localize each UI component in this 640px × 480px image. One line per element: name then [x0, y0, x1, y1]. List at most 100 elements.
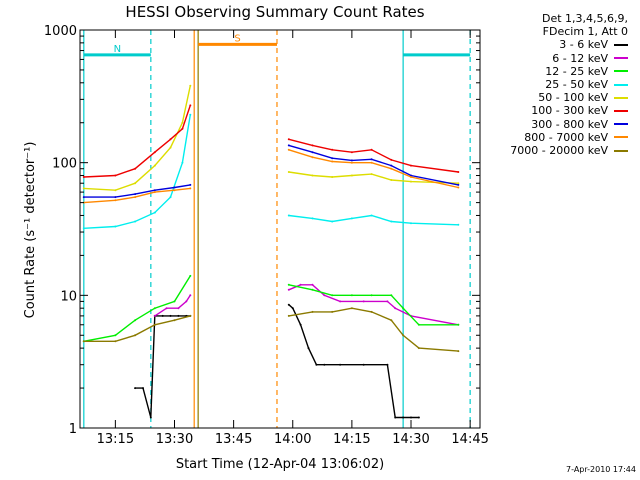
data-point-2-2: [134, 319, 137, 322]
data-point-0-9: [287, 303, 290, 306]
data-point-6-9: [350, 159, 353, 162]
legend-item-5: 100 - 300 keV: [510, 104, 628, 117]
data-point-8-2: [134, 334, 137, 337]
legend-swatch-0: [614, 44, 628, 46]
data-point-4-0: [82, 187, 85, 190]
data-point-7-1: [114, 199, 117, 202]
data-point-0-5: [169, 314, 172, 317]
data-point-8-0: [82, 340, 85, 343]
data-point-8-12: [402, 334, 405, 337]
data-point-5-10: [350, 151, 353, 154]
data-point-2-14: [457, 323, 460, 326]
annotation-label-1: S: [234, 33, 240, 44]
data-point-3-9: [331, 220, 334, 223]
data-point-1-11: [386, 300, 389, 303]
data-point-8-10: [370, 310, 373, 313]
data-point-1-7: [311, 283, 314, 286]
legend-swatch-7: [614, 136, 628, 139]
data-point-6-8: [331, 157, 334, 160]
data-point-8-4: [173, 319, 176, 322]
data-point-5-14: [457, 171, 460, 173]
data-point-7-2: [134, 196, 137, 199]
legend-label-5: 100 - 300 keV: [531, 104, 608, 118]
y-tick-label-1: 10: [60, 289, 77, 304]
legend-label-1: 6 - 12 keV: [552, 51, 608, 65]
data-point-3-13: [410, 222, 412, 225]
data-point-6-13: [457, 183, 460, 186]
data-point-4-8: [311, 174, 314, 177]
data-point-2-4: [173, 300, 176, 303]
data-point-7-7: [311, 156, 314, 159]
series-line-6: [83, 144, 459, 198]
legend-header-2: FDecim 1, Att 0: [542, 25, 628, 39]
legend-label-3: 25 - 50 keV: [545, 78, 608, 92]
data-point-8-13: [417, 347, 420, 350]
data-point-1-1: [165, 307, 168, 310]
data-point-5-3: [153, 151, 156, 154]
data-point-2-7: [311, 288, 314, 291]
data-point-8-11: [390, 319, 393, 322]
data-point-2-13: [417, 323, 420, 326]
legend-label-7: 800 - 7000 keV: [524, 130, 608, 144]
series-line-2: [83, 275, 459, 342]
legend-item-8: 7000 - 20000 keV: [510, 144, 628, 157]
legend-item-1: 6 - 12 keV: [510, 52, 628, 65]
y-axis-label: Count Rate (s⁻¹ detector⁻¹): [23, 142, 38, 319]
data-point-7-6: [287, 148, 290, 151]
series-line-4: [83, 85, 459, 191]
data-point-8-5: [189, 314, 192, 317]
legend-item-2: 12 - 25 keV: [510, 65, 628, 78]
data-point-1-9: [339, 300, 342, 303]
data-point-6-12: [410, 174, 412, 177]
data-point-5-5: [181, 127, 184, 130]
data-point-4-6: [189, 84, 192, 87]
data-point-5-12: [390, 158, 393, 161]
data-point-6-2: [134, 193, 137, 196]
legend-header-1: Det 1,3,4,5,6,9,: [541, 12, 628, 25]
data-point-1-5: [287, 288, 290, 291]
data-point-7-12: [410, 176, 412, 178]
legend-label-4: 50 - 100 keV: [538, 91, 608, 105]
data-point-1-2: [177, 307, 180, 310]
data-point-5-9: [331, 148, 334, 151]
data-point-1-0: [153, 314, 156, 317]
series-line-5: [83, 105, 459, 178]
x-tick-label-3: 14:00: [274, 432, 311, 447]
data-point-6-7: [311, 151, 314, 154]
data-point-1-4: [189, 294, 192, 297]
data-point-5-13: [410, 164, 412, 167]
data-point-0-13: [315, 363, 318, 366]
data-point-2-3: [153, 307, 156, 310]
data-point-6-4: [173, 186, 176, 189]
data-point-8-8: [331, 310, 334, 313]
data-point-0-11: [299, 323, 302, 326]
data-point-4-7: [287, 171, 290, 173]
legend-swatch-6: [614, 123, 628, 126]
y-tick-label-3: 1000: [44, 24, 77, 39]
data-point-7-3: [153, 191, 156, 194]
plot-frame: [79, 29, 481, 429]
legend-label-6: 300 - 800 keV: [531, 117, 608, 131]
legend-swatch-3: [614, 83, 628, 86]
data-point-8-6: [287, 314, 290, 317]
data-point-7-5: [189, 187, 192, 190]
data-point-1-8: [323, 294, 326, 297]
data-point-2-1: [114, 334, 117, 337]
data-point-7-13: [457, 186, 460, 189]
data-point-4-5: [181, 121, 184, 124]
data-point-2-8: [331, 294, 334, 297]
data-point-5-8: [311, 144, 314, 147]
series-line-7: [83, 149, 459, 204]
data-point-3-11: [370, 214, 373, 217]
data-point-7-11: [390, 167, 393, 170]
data-point-5-6: [189, 104, 192, 107]
data-point-5-4: [169, 138, 172, 141]
data-point-3-3: [153, 211, 156, 214]
data-point-0-0: [134, 387, 137, 390]
data-point-2-10: [370, 294, 373, 297]
data-point-0-10: [291, 307, 294, 310]
data-point-0-6: [177, 314, 180, 317]
data-point-2-5: [189, 274, 192, 277]
data-point-4-4: [169, 146, 172, 149]
y-tick-label-2: 100: [52, 157, 77, 172]
